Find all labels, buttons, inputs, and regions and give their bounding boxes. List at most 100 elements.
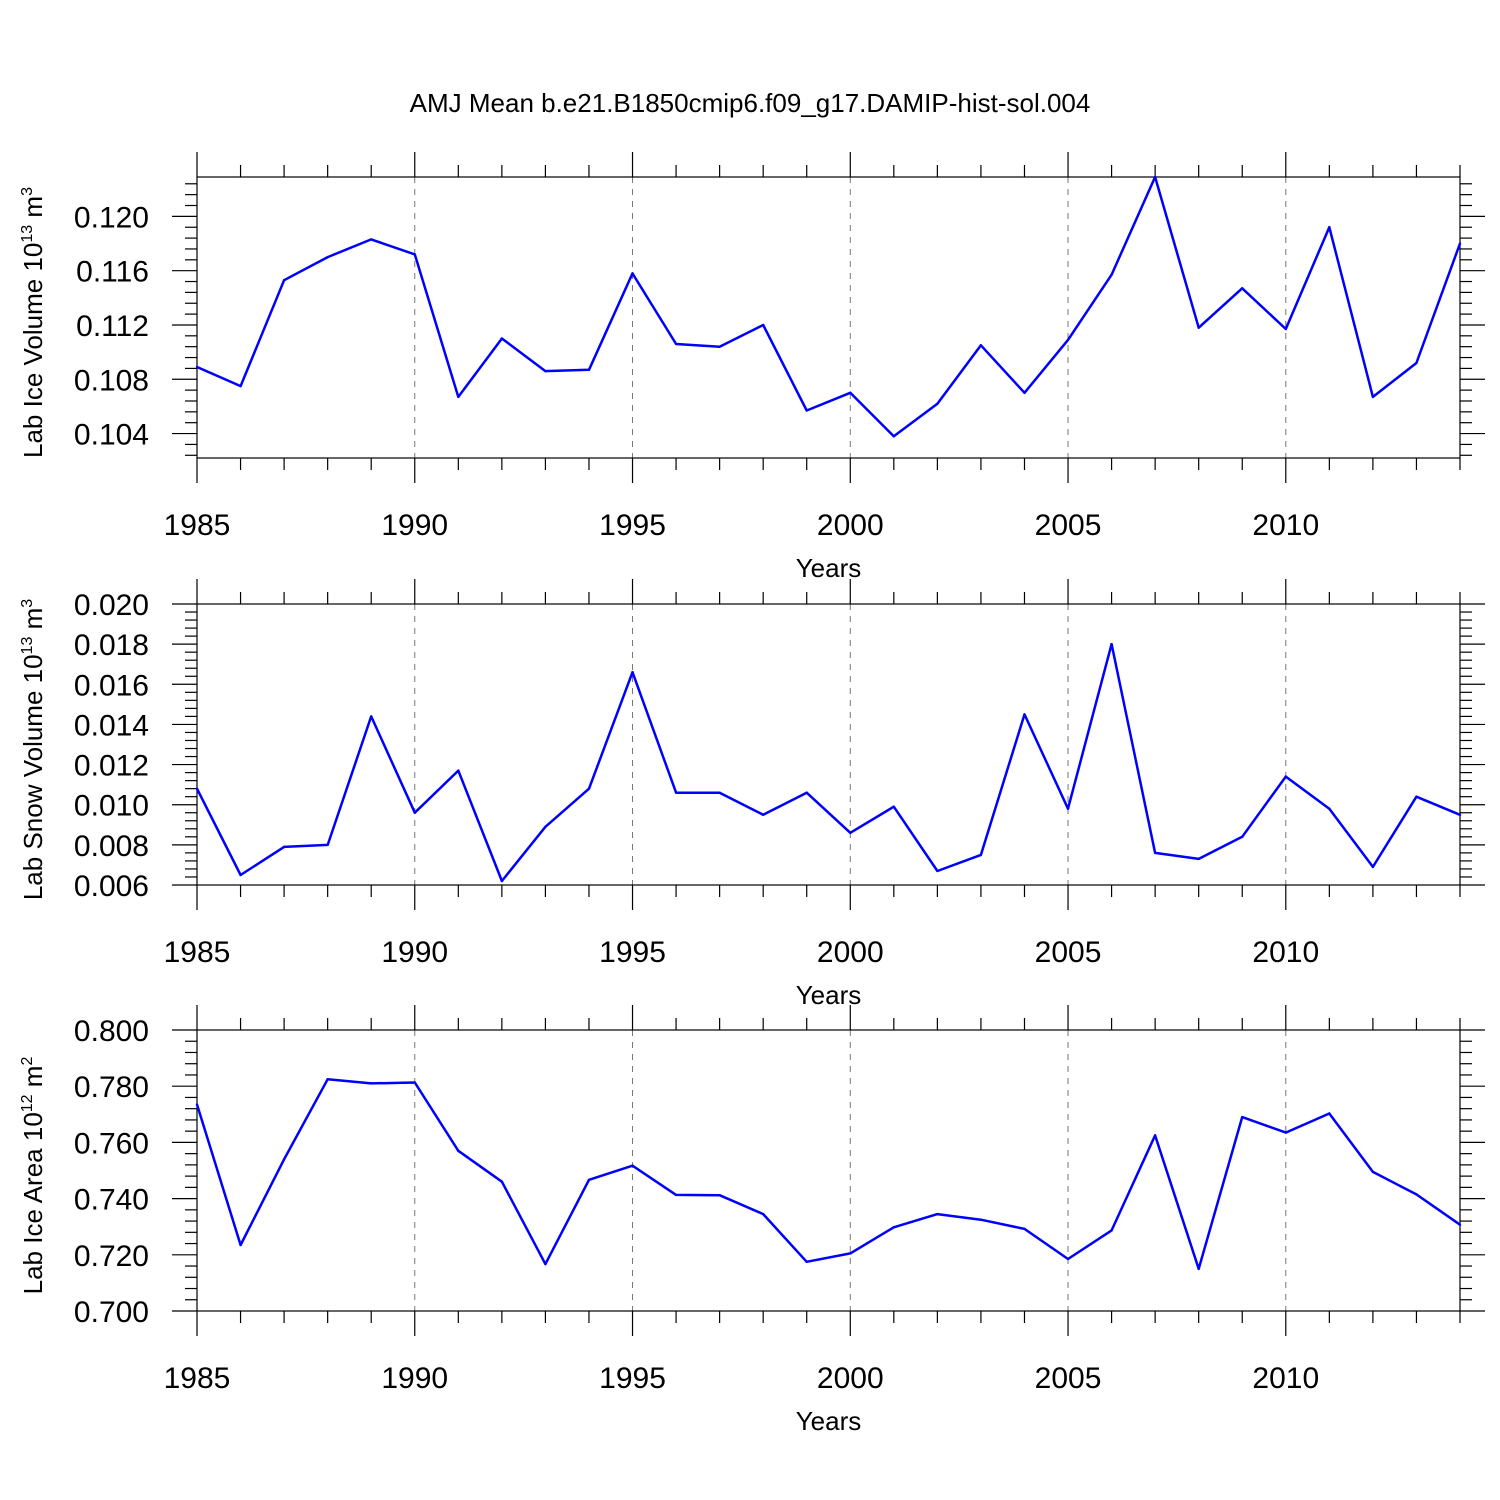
data-point <box>544 369 547 373</box>
y-tick-label: 0.014 <box>74 709 149 742</box>
data-point <box>805 791 808 794</box>
data-point <box>892 1226 896 1229</box>
y-tick-label: 0.104 <box>74 419 149 452</box>
chart-title: AMJ Mean b.e21.B1850cmip6.f09_g17.DAMIP-… <box>409 88 1091 118</box>
data-point <box>1153 851 1157 855</box>
data-point <box>1197 326 1200 329</box>
data-point <box>718 791 721 794</box>
data-point <box>674 1193 678 1197</box>
data-point <box>631 671 634 674</box>
data-point <box>1066 807 1070 810</box>
data-point <box>936 869 939 873</box>
y-tick-label: 0.112 <box>76 310 149 343</box>
y-tick-label: 0.010 <box>74 790 149 823</box>
data-point <box>413 811 416 814</box>
data-point <box>1458 813 1462 816</box>
data-point <box>936 402 939 405</box>
data-point <box>282 278 286 282</box>
data-point <box>1328 226 1331 229</box>
data-point <box>1415 361 1418 365</box>
data-point <box>1415 1193 1418 1196</box>
data-point <box>1284 1131 1287 1134</box>
data-point <box>979 853 983 857</box>
x-tick-label: 2010 <box>1252 509 1319 542</box>
data-point <box>849 1252 852 1255</box>
data-point <box>892 435 896 438</box>
data-point <box>1197 857 1200 861</box>
y-tick-label: 0.800 <box>74 1015 149 1048</box>
data-point <box>326 843 329 847</box>
plot-frame <box>196 603 1461 886</box>
data-point <box>979 1218 983 1221</box>
data-point <box>239 384 242 388</box>
y-tick-label: 0.740 <box>74 1184 149 1217</box>
y-tick-label: 0.008 <box>74 830 149 863</box>
data-point <box>370 715 373 718</box>
x-tick-label: 1995 <box>599 1362 666 1395</box>
x-tick-label: 1990 <box>381 936 448 969</box>
data-point <box>1415 795 1418 798</box>
chart-panel-1: 0.104 0.108 0.112 0.116 0.120 1985 1990 1995 200… <box>18 152 1485 583</box>
data-point <box>1284 327 1287 331</box>
y-tick-label: 0.720 <box>74 1240 149 1273</box>
data-point <box>195 787 199 790</box>
data-point <box>1458 242 1462 245</box>
data-point <box>1328 807 1331 810</box>
data-point <box>1023 713 1026 716</box>
data-point <box>1066 1257 1070 1261</box>
y-tick-label: 0.020 <box>74 589 149 622</box>
x-tick-label: 2000 <box>817 1362 884 1395</box>
data-point <box>457 769 460 772</box>
data-point <box>587 787 591 790</box>
data-point <box>761 1212 765 1216</box>
chart-panel-2: 0.006 0.008 0.010 0.012 0.014 0.016 0.018 0.020… <box>18 579 1485 1010</box>
x-tick-label: 2000 <box>817 936 884 969</box>
data-point <box>500 879 504 883</box>
data-point <box>1153 1134 1157 1137</box>
y-axis-title: Lab Snow Volume 1013 m3 <box>18 599 48 900</box>
plot-frame <box>196 1029 1461 1312</box>
x-tick-label: 1985 <box>164 1362 231 1395</box>
plot-frame <box>196 176 1461 459</box>
x-tick-label: 2010 <box>1252 1362 1319 1395</box>
data-point <box>849 831 852 835</box>
data-point <box>674 791 678 794</box>
data-point <box>195 365 199 369</box>
data-point <box>500 1180 504 1183</box>
x-axis-title: Years <box>796 553 862 583</box>
data-point <box>500 337 504 340</box>
data-point <box>892 805 896 808</box>
x-tick-label: 2005 <box>1035 936 1102 969</box>
y-tick-label: 0.780 <box>74 1071 149 1104</box>
x-axis-title: Years <box>796 980 862 1010</box>
data-point <box>457 1149 460 1153</box>
data-point <box>718 345 721 348</box>
data-point <box>370 1082 373 1085</box>
x-tick-label: 1985 <box>164 509 231 542</box>
data-point <box>1371 1170 1375 1174</box>
x-axis-title: Years <box>796 1406 862 1436</box>
data-point <box>1110 273 1113 276</box>
data-point <box>326 1077 329 1081</box>
x-tick-label: 2010 <box>1252 936 1319 969</box>
data-point <box>239 1243 242 1247</box>
data-point <box>282 1158 286 1161</box>
data-point <box>544 825 547 828</box>
y-axis-title: Lab Ice Area 1012 m2 <box>18 1057 48 1295</box>
data-point <box>195 1103 199 1106</box>
data-point <box>326 255 329 259</box>
x-tick-label: 1990 <box>381 1362 448 1395</box>
data-point <box>718 1194 721 1197</box>
series-line <box>196 175 1462 438</box>
data-point <box>631 1164 634 1167</box>
data-point <box>761 813 765 816</box>
data-point <box>979 344 983 347</box>
y-tick-label: 0.700 <box>74 1296 149 1329</box>
data-point <box>1458 1223 1462 1226</box>
y-tick-label: 0.120 <box>74 201 149 234</box>
data-point <box>1110 642 1113 646</box>
y-tick-label: 0.116 <box>76 256 149 289</box>
data-point <box>457 395 460 399</box>
y-tick-label: 0.760 <box>74 1127 149 1160</box>
